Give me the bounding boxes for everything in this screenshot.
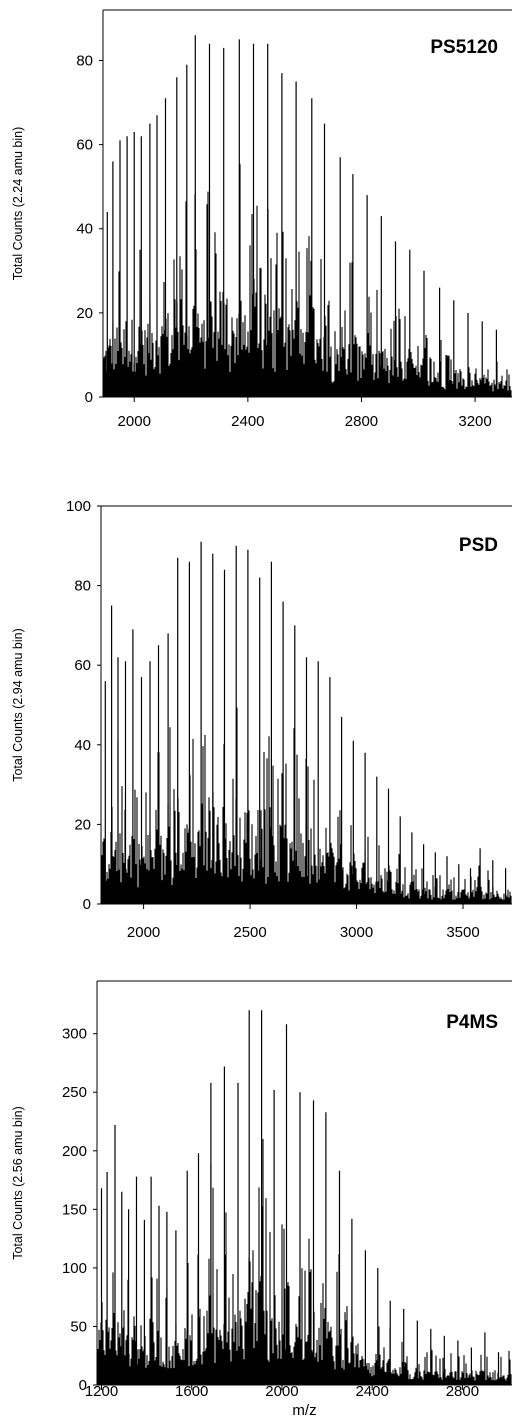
y-tick-label: 0 [85,389,93,406]
y-tick-label: 200 [62,1143,87,1160]
y-tick-label: 250 [62,1084,87,1101]
spectrum-panel-psd: 0 20 40 60 80 100 2000 2500 3000 3500 PSD Total C… [11,498,512,941]
spectrum-marks [103,35,512,397]
axis-ticks: 0 50 100 150 200 250 300 1200 1600 2000 2400 2800 [62,1026,479,1400]
y-tick-label: 40 [76,221,93,238]
y-tick-label: 80 [74,578,91,595]
y-tick-label: 80 [76,52,93,69]
baseline-signal [103,164,512,397]
y-axis-label: Total Counts (2.24 amu bin) [11,127,25,281]
y-tick-label: 150 [62,1201,87,1218]
y-tick-label: 0 [83,896,91,913]
y-tick-label: 100 [62,1260,87,1277]
x-tick-label: 2000 [265,1383,298,1400]
x-tick-label: 2400 [231,413,264,430]
axis-ticks: 0 20 40 60 80 2000 2400 2800 3200 [76,52,491,430]
y-tick-label: 60 [76,137,93,154]
x-tick-label: 2800 [446,1383,479,1400]
x-tick-label: 2000 [118,413,151,430]
spectrum-marks [101,541,512,904]
x-tick-label: 2000 [127,924,160,941]
panel-title: P4MS [446,1012,498,1033]
y-tick-label: 60 [74,657,91,674]
panel-title: PSD [459,535,498,556]
y-tick-label: 0 [79,1377,87,1394]
y-tick-label: 20 [76,305,93,322]
panel-title: PS5120 [430,37,498,58]
y-tick-label: 40 [74,737,91,754]
y-tick-label: 100 [66,498,91,515]
baseline-signal [97,1139,512,1385]
y-axis-label: Total Counts (2.94 amu bin) [11,628,25,782]
y-tick-label: 20 [74,816,91,833]
x-tick-label: 2400 [355,1383,388,1400]
y-tick-label: 300 [62,1026,87,1043]
y-tick-label: 50 [70,1318,87,1335]
x-tick-label: 1600 [175,1383,208,1400]
spectrum-panel-ps5120: 0 20 40 60 80 2000 2400 2800 3200 PS5120 Total C… [11,9,512,430]
x-axis-label: m/z [292,1402,316,1419]
baseline-signal [101,707,512,904]
x-tick-label: 3000 [340,924,373,941]
x-tick-label: 3500 [446,924,479,941]
x-tick-label: 1200 [85,1383,118,1400]
x-tick-label: 3200 [458,413,491,430]
x-tick-label: 2800 [345,413,378,430]
spectrum-panel-p4ms: 0 50 100 150 200 250 300 1200 1600 2000 2400 2800 P… [11,980,512,1419]
x-tick-label: 2500 [233,924,266,941]
spectrum-marks [97,1010,512,1385]
axis-ticks: 0 20 40 60 80 100 2000 2500 3000 3500 [66,498,480,941]
y-axis-label: Total Counts (2.56 amu bin) [11,1106,25,1260]
